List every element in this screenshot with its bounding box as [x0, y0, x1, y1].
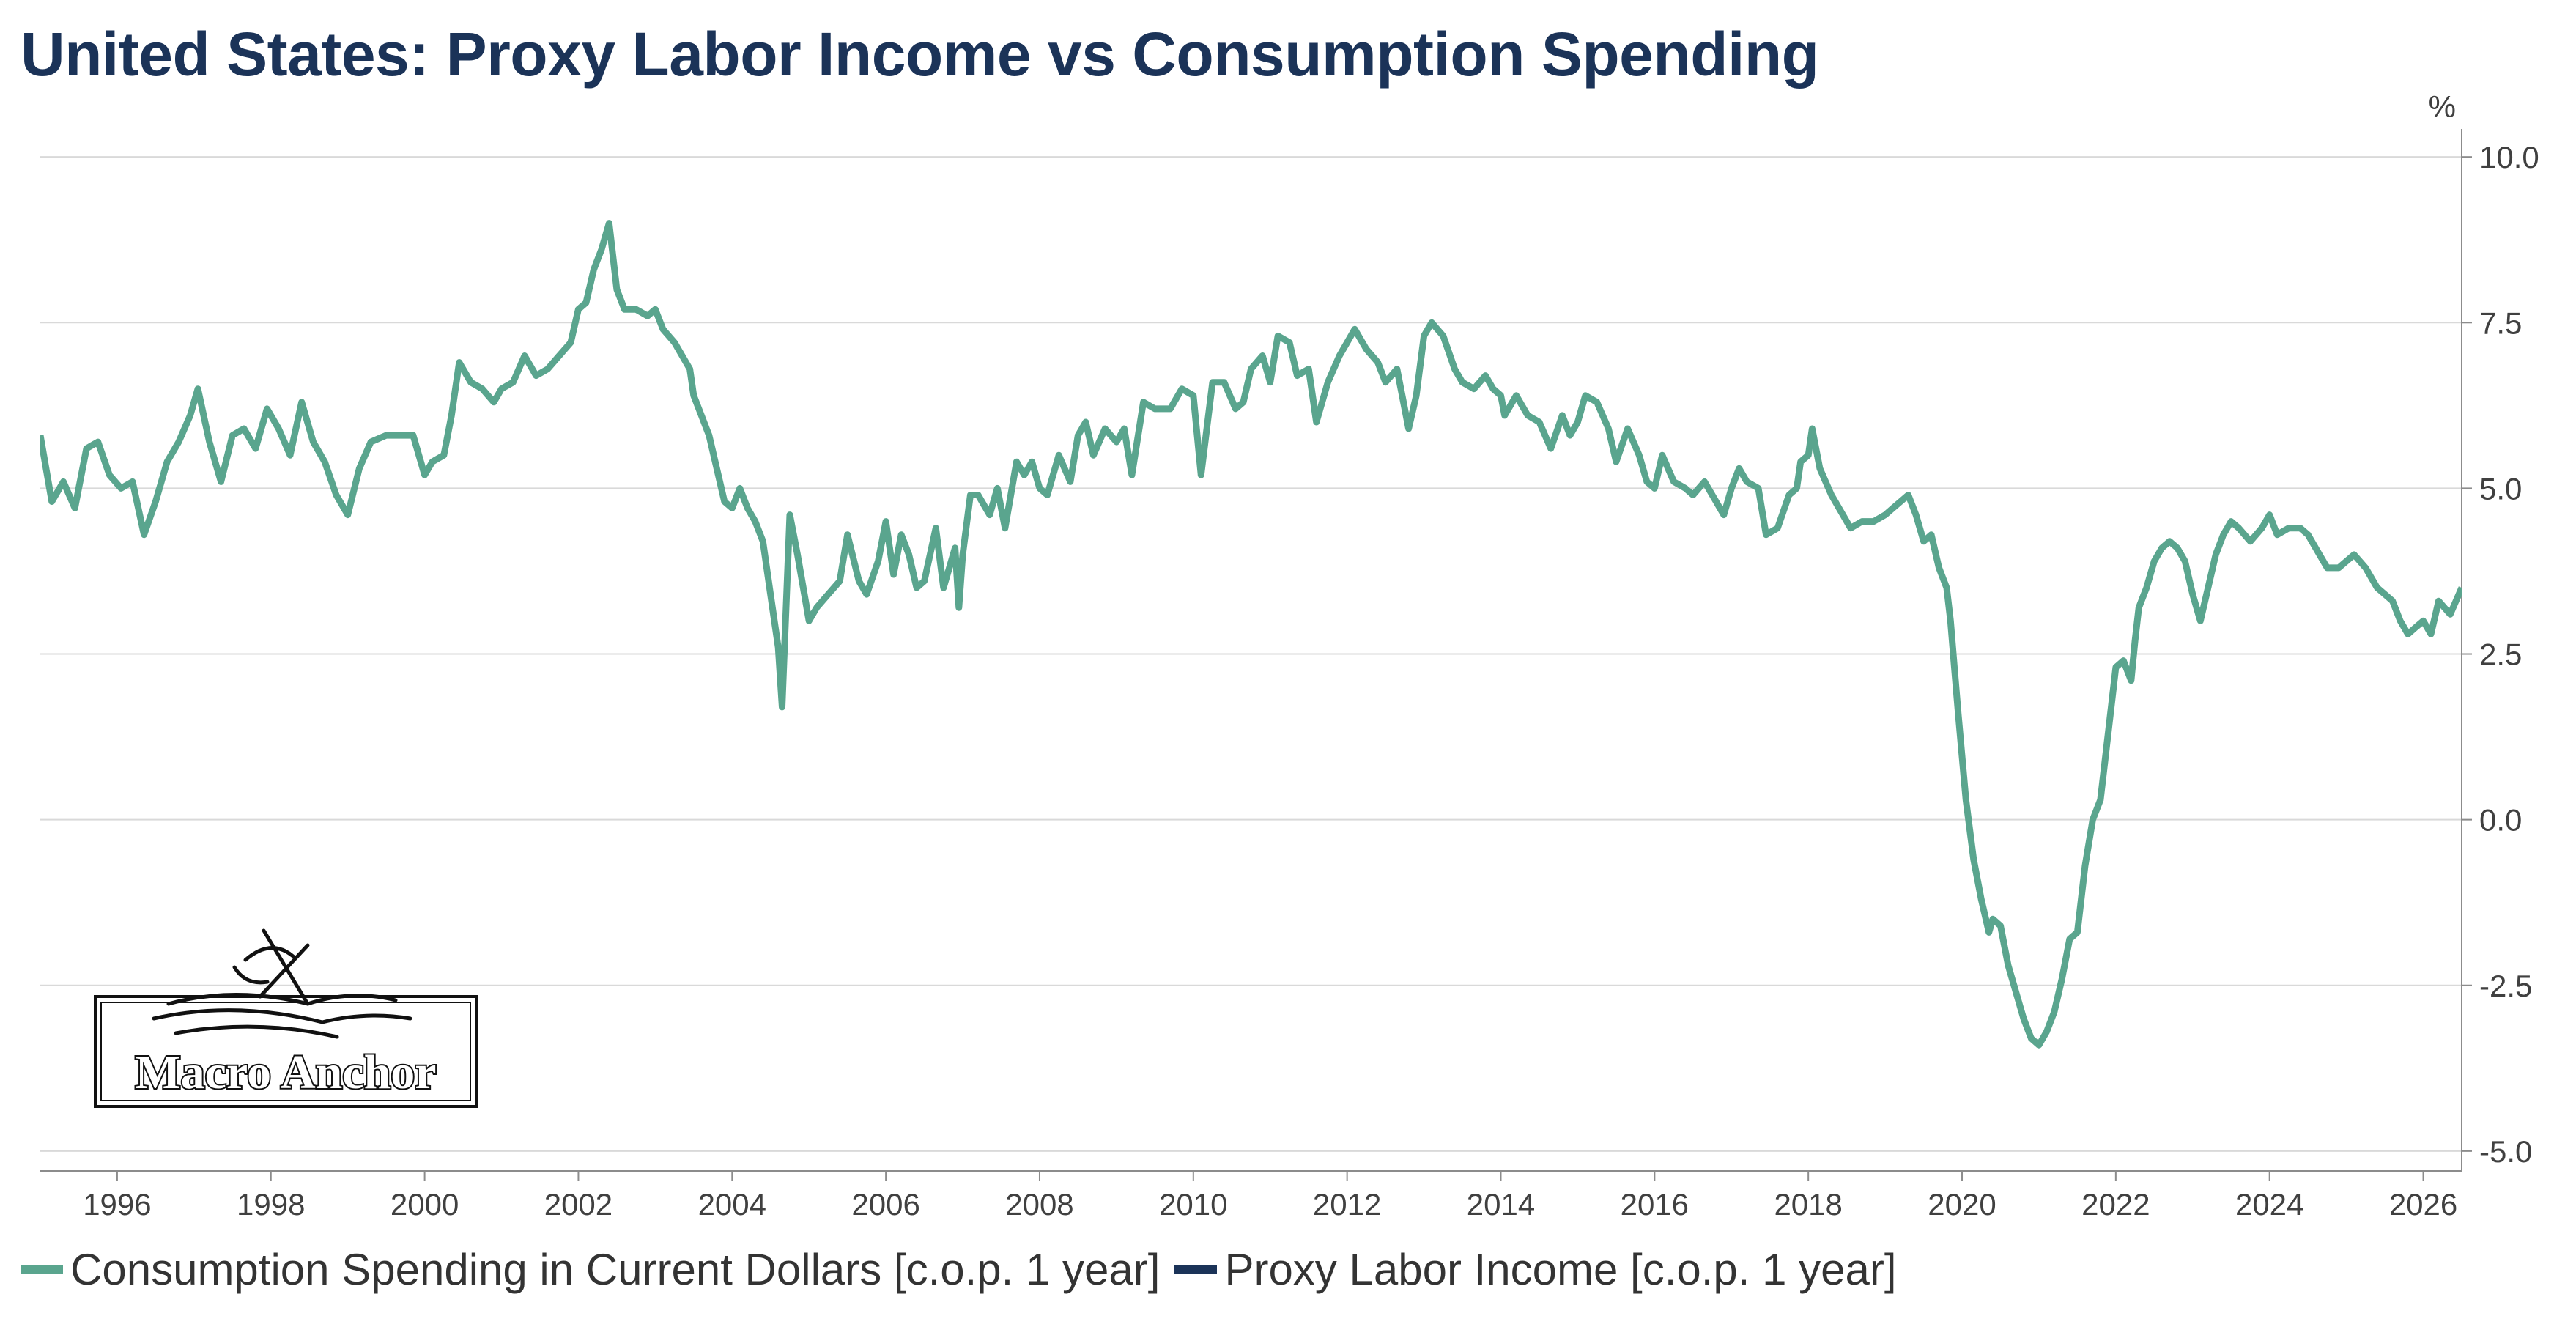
x-tick-label: 2020 [1928, 1187, 1996, 1221]
legend-item-consumption: Consumption Spending in Current Dollars … [21, 1244, 1160, 1295]
y-tick-label: 0.0 [2479, 803, 2522, 838]
series-lines [40, 220, 2462, 1049]
y-tick-label: 2.5 [2479, 637, 2522, 672]
legend: Consumption Spending in Current Dollars … [21, 1244, 1911, 1295]
x-tick-label: 2016 [1621, 1187, 1689, 1221]
y-tick-label: 7.5 [2479, 306, 2522, 340]
y-unit-label: % [2429, 89, 2456, 124]
legend-swatch-labor [1174, 1265, 1218, 1274]
x-tick-label: 2004 [698, 1187, 766, 1221]
x-tick-label: 2000 [391, 1187, 459, 1221]
y-tick-label: 10.0 [2479, 140, 2539, 174]
y-tick-label: -2.5 [2479, 969, 2532, 1003]
x-tick-label: 2014 [1467, 1187, 1535, 1221]
tick-labels: 10.0 7.5 5.0 2.5 0.0 -2.5 -5.0% 1996 1998 2000 200… [83, 89, 2539, 1221]
x-tick-label: 2026 [2389, 1187, 2457, 1221]
logo-text: Macro Anchor [135, 1046, 436, 1099]
legend-item-labor: Proxy Labor Income [c.o.p. 1 year] [1174, 1244, 1897, 1295]
y-tick-label: 5.0 [2479, 471, 2522, 506]
x-tick-label: 2002 [544, 1187, 612, 1221]
x-tick-label: 2008 [1005, 1187, 1073, 1221]
legend-swatch-consumption [21, 1265, 63, 1274]
y-tick-label: -5.0 [2479, 1134, 2532, 1169]
x-tick-label: 2012 [1313, 1187, 1381, 1221]
x-tick-label: 2006 [851, 1187, 919, 1221]
axes [40, 129, 2472, 1181]
legend-label-consumption: Consumption Spending in Current Dollars … [70, 1245, 1161, 1294]
x-tick-label: 2024 [2235, 1187, 2303, 1221]
x-tick-label: 1996 [83, 1187, 151, 1221]
x-tick-label: 2018 [1774, 1187, 1842, 1221]
x-tick-label: 1998 [237, 1187, 305, 1221]
legend-label-labor: Proxy Labor Income [c.o.p. 1 year] [1224, 1245, 1897, 1294]
series-line-consumption [40, 220, 2462, 1049]
x-tick-label: 2022 [2081, 1187, 2150, 1221]
chart-title: United States: Proxy Labor Income vs Con… [21, 20, 1819, 89]
x-tick-label: 2010 [1159, 1187, 1227, 1221]
macro-anchor-logo: Macro Anchor [88, 916, 484, 1121]
